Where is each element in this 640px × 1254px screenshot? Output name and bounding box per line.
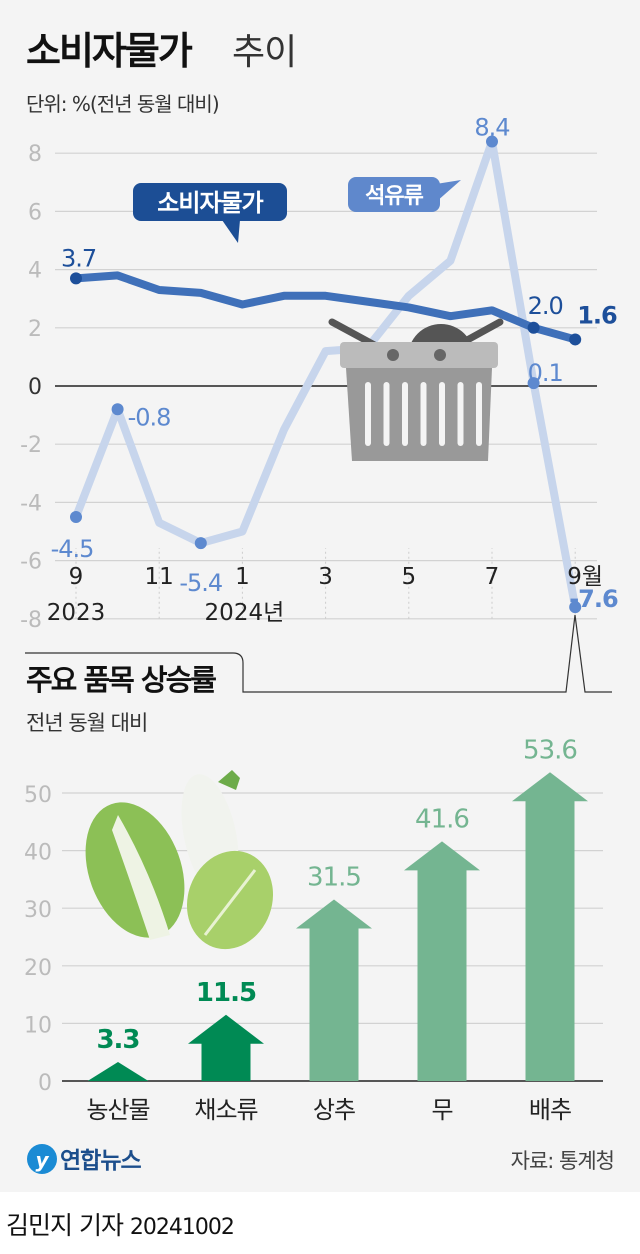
y-tick-label: 10 xyxy=(24,1013,52,1038)
reporter-name: 김민지 기자 xyxy=(6,1211,124,1240)
x-tick-label: 1 xyxy=(235,564,250,590)
category-label: 무 xyxy=(431,1096,452,1124)
cpi-legend-callout: 소비자물가 xyxy=(133,183,287,243)
year-label: 2023 xyxy=(47,600,106,626)
y-tick-label: -8 xyxy=(20,608,42,633)
cpi-data-point xyxy=(527,321,540,334)
source-label: 자료: 통계청 xyxy=(511,1149,614,1173)
cpi-data-point xyxy=(70,272,82,285)
y-tick-label: -4 xyxy=(20,491,42,516)
title-bold: 소비자물가 xyxy=(26,29,193,73)
category-label: 배추 xyxy=(529,1096,571,1124)
cpi-data-label: 1.6 xyxy=(577,301,617,329)
x-tick-label: 9월 xyxy=(567,564,603,590)
publish-date: 20241002 xyxy=(129,1215,235,1240)
oil-data-label: -5.4 xyxy=(179,569,222,597)
y-tick-label: -6 xyxy=(20,550,42,575)
bar-value-label: 53.6 xyxy=(523,735,577,765)
oil-data-label: 0.1 xyxy=(528,359,563,387)
svg-text:연합뉴스: 연합뉴스 xyxy=(60,1148,141,1174)
oil-data-point xyxy=(111,403,124,416)
y-tick-label: 6 xyxy=(28,200,42,225)
section-connector-line xyxy=(25,614,612,693)
line-chart: 8 6 4 2 0 -2 -4 -6 -8 -4.5 -0.8 -5.4 8.4 0.1 -7.6 3.7 2… xyxy=(20,114,619,633)
svg-text:y: y xyxy=(35,1148,49,1172)
year-label: 2024년 xyxy=(205,600,285,626)
yonhap-logo: y 연합뉴스 xyxy=(27,1144,142,1174)
oil-data-point xyxy=(486,135,498,148)
oil-data-label: 8.4 xyxy=(474,114,509,142)
basket-slat xyxy=(439,382,445,446)
category-label: 상추 xyxy=(313,1096,355,1124)
cpi-legend-label: 소비자물가 xyxy=(157,189,263,217)
basket-slat xyxy=(365,382,371,446)
y-tick-label: 30 xyxy=(24,898,52,923)
y-tick-label: 2 xyxy=(28,317,42,342)
cpi-data-label: 2.0 xyxy=(528,292,563,320)
oil-data-point xyxy=(70,510,82,523)
oil-data-point xyxy=(569,601,582,614)
oil-legend-callout: 석유류 xyxy=(348,177,461,212)
bar-arrow xyxy=(87,1061,149,1081)
y-tick-label: 0 xyxy=(38,1071,52,1096)
oil-data-point xyxy=(527,377,540,390)
y-tick-label: 8 xyxy=(28,142,42,167)
y-tick-label: 40 xyxy=(24,841,52,866)
title-light: 추이 xyxy=(232,32,296,73)
bar-chart: 50 40 30 20 10 0 3.3 농산물 11.5 채소류 31.5 상추 41.6 무 53.6… xyxy=(24,735,603,1124)
basket-slat xyxy=(420,382,427,446)
x-tick-label: 9 xyxy=(69,564,84,590)
bar-unit-label: 전년 동월 대비 xyxy=(26,711,147,735)
bar-value-label: 41.6 xyxy=(415,804,469,834)
x-tick-label: 3 xyxy=(318,564,333,590)
x-tick-label: 11 xyxy=(145,564,174,590)
y-tick-label: 0 xyxy=(28,375,42,400)
cpi-data-label: 3.7 xyxy=(61,244,96,272)
y-tick-label: -2 xyxy=(20,433,42,458)
basket-slat xyxy=(402,382,408,446)
category-label: 채소류 xyxy=(194,1096,257,1124)
x-tick-label: 5 xyxy=(401,564,416,590)
cpi-series-line xyxy=(75,271,577,344)
basket-slat xyxy=(383,382,390,446)
x-tick-label: 7 xyxy=(485,564,500,590)
basket-slat xyxy=(476,382,482,446)
y-tick-label: 4 xyxy=(28,259,42,284)
basket-slat xyxy=(457,382,464,446)
oil-data-label: -0.8 xyxy=(128,403,171,431)
oil-data-point xyxy=(194,537,207,550)
oil-data-label: -4.5 xyxy=(51,535,94,563)
bar-arrow xyxy=(188,1014,264,1081)
oil-data-label: -7.6 xyxy=(569,585,618,613)
category-label: 농산물 xyxy=(86,1096,149,1124)
unit-label: 단위: %(전년 동월 대비) xyxy=(26,92,219,116)
shopping-basket-icon: ₩ xyxy=(328,318,504,461)
y-tick-label: 20 xyxy=(24,956,52,981)
oil-legend-label: 석유류 xyxy=(365,184,423,209)
bar-arrow xyxy=(512,772,588,1081)
bar-value-label: 3.3 xyxy=(96,1025,139,1055)
vegetables-illustration xyxy=(85,770,274,950)
y-tick-label: 50 xyxy=(24,783,52,808)
bar-value-label: 11.5 xyxy=(196,978,256,1008)
bar-arrow xyxy=(404,841,480,1081)
bar-value-label: 31.5 xyxy=(307,863,361,893)
cpi-data-point xyxy=(569,333,582,346)
bar-arrow xyxy=(296,899,372,1081)
section-title: 주요 품목 상승률 xyxy=(26,663,216,697)
byline: 김민지 기자 20241002 xyxy=(6,1206,235,1242)
